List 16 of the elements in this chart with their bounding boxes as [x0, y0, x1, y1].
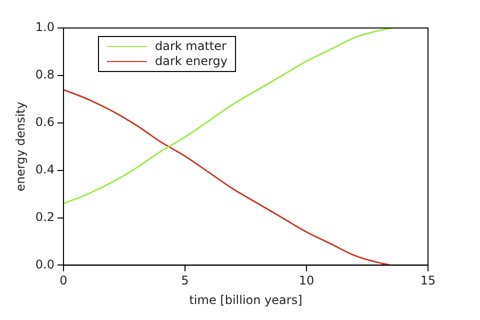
- legend-label: dark matter: [155, 39, 226, 54]
- legend-label: dark energy: [155, 54, 228, 69]
- y-tick-label: 0.4: [35, 162, 54, 176]
- y-tick-label: 0.8: [35, 68, 54, 82]
- x-tick-label: 15: [420, 274, 436, 288]
- x-tick-label: 0: [60, 274, 68, 288]
- line-series: [63, 88, 392, 266]
- y-tick-label: 0.0: [35, 257, 54, 272]
- line-series: [63, 28, 392, 204]
- y-tick-label: 0.6: [35, 115, 54, 130]
- y-tick-label: 1.0: [35, 20, 54, 34]
- x-axis-title: time [billion years]: [189, 292, 302, 307]
- x-tick-label: 5: [181, 274, 189, 288]
- y-axis-title: energy density: [13, 102, 28, 192]
- x-tick-label: 10: [298, 274, 314, 288]
- y-tick-label: 0.2: [35, 210, 54, 224]
